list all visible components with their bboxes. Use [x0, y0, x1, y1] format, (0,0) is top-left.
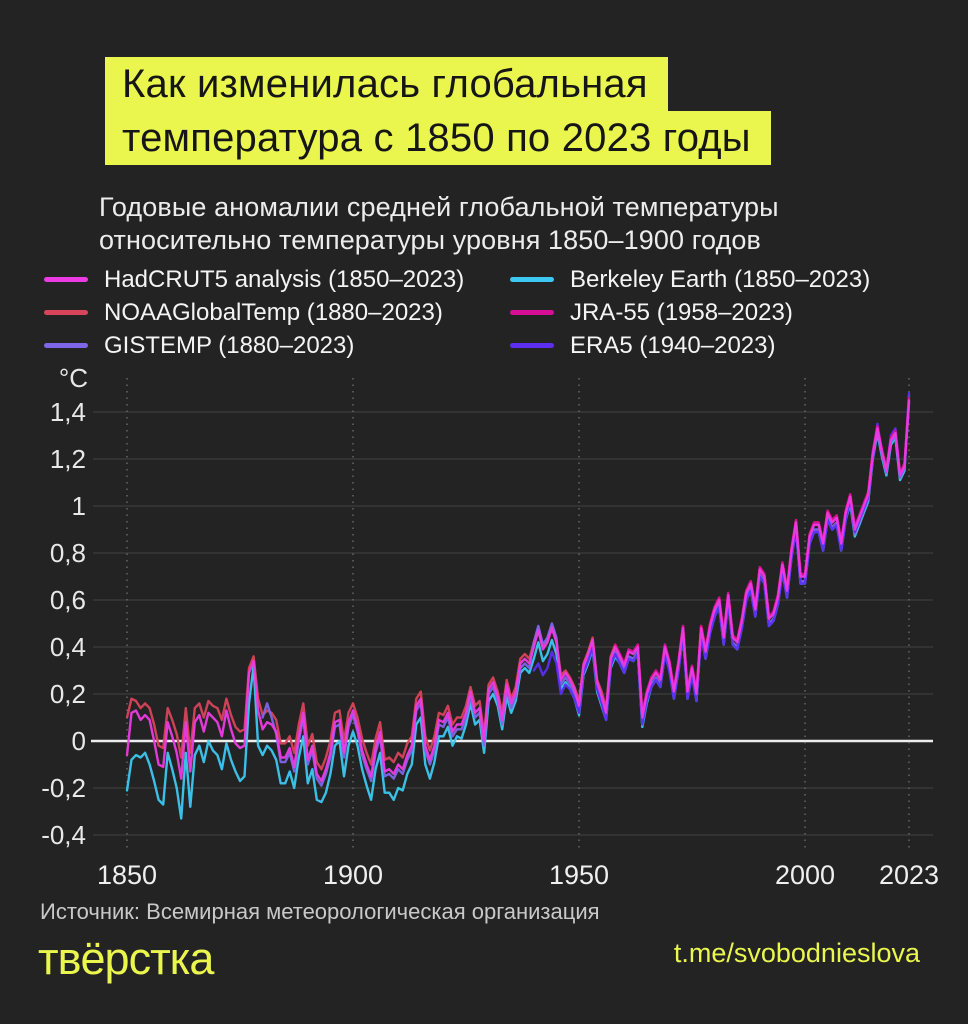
legend-swatch-gistemp	[44, 343, 88, 348]
chart-subtitle: Годовые аномалии средней глобальной темп…	[99, 191, 779, 257]
legend-swatch-jra55	[510, 310, 554, 315]
chart-subtitle-line-1: Годовые аномалии средней глобальной темп…	[99, 192, 779, 222]
x-tick-label: 1850	[97, 860, 157, 890]
chart-legend: HadCRUT5 analysis (1850–2023) NOAAGlobal…	[44, 263, 870, 362]
x-tick-label: 2023	[879, 860, 939, 890]
legend-item-era5: ERA5 (1940–2023)	[510, 329, 870, 362]
legend-item-hadcrut5: HadCRUT5 analysis (1850–2023)	[44, 263, 510, 296]
series-line-noaa	[125, 401, 911, 771]
page-title-line-2: температура с 1850 по 2023 годы	[105, 111, 771, 165]
legend-label: Berkeley Earth (1850–2023)	[570, 265, 871, 293]
y-tick-label: 0	[72, 726, 86, 756]
y-tick-label: 0,8	[50, 538, 86, 568]
y-tick-label: 1,2	[50, 444, 86, 474]
legend-label: GISTEMP (1880–2023)	[104, 331, 355, 359]
x-tick-label: 2000	[775, 860, 835, 890]
title-block: Как изменилась глобальная температура с …	[105, 57, 771, 165]
legend-label: NOAAGlobalTemp (1880–2023)	[104, 298, 443, 326]
legend-swatch-noaa	[44, 310, 88, 315]
series-line-jra55	[614, 396, 911, 717]
legend-swatch-hadcrut5	[44, 277, 88, 282]
source-note: Источник: Всемирная метеорологическая ор…	[40, 899, 600, 924]
y-tick-label: 0,2	[50, 679, 86, 709]
y-tick-label: -0,2	[41, 773, 86, 803]
legend-label: HadCRUT5 analysis (1850–2023)	[104, 265, 465, 293]
telegram-link[interactable]: t.me/svobodnieslova	[673, 938, 920, 968]
verstka-logo: твёрстка	[38, 933, 214, 984]
legend-item-jra55: JRA-55 (1958–2023)	[510, 296, 870, 329]
legend-swatch-berkeley	[510, 277, 554, 282]
y-axis-unit-label: °C	[59, 363, 88, 393]
legend-item-gistemp: GISTEMP (1880–2023)	[44, 329, 510, 362]
legend-label: JRA-55 (1958–2023)	[570, 298, 793, 326]
page-title-line-1: Как изменилась глобальная	[105, 57, 668, 111]
legend-item-noaa: NOAAGlobalTemp (1880–2023)	[44, 296, 510, 329]
chart-subtitle-line-2: относительно температуры уровня 1850–190…	[99, 225, 761, 255]
legend-label: ERA5 (1940–2023)	[570, 331, 776, 359]
series-line-era5	[532, 392, 911, 726]
y-tick-label: 1,4	[50, 397, 86, 427]
legend-item-berkeley: Berkeley Earth (1850–2023)	[510, 263, 870, 296]
y-tick-label: 1	[72, 491, 86, 521]
x-tick-label: 1950	[549, 860, 609, 890]
x-tick-label: 1900	[323, 860, 383, 890]
legend-swatch-era5	[510, 343, 554, 348]
y-tick-label: 0,4	[50, 632, 86, 662]
series-line-hadcrut5	[125, 399, 911, 783]
y-tick-label: 0,6	[50, 585, 86, 615]
y-tick-label: -0,4	[41, 820, 86, 850]
